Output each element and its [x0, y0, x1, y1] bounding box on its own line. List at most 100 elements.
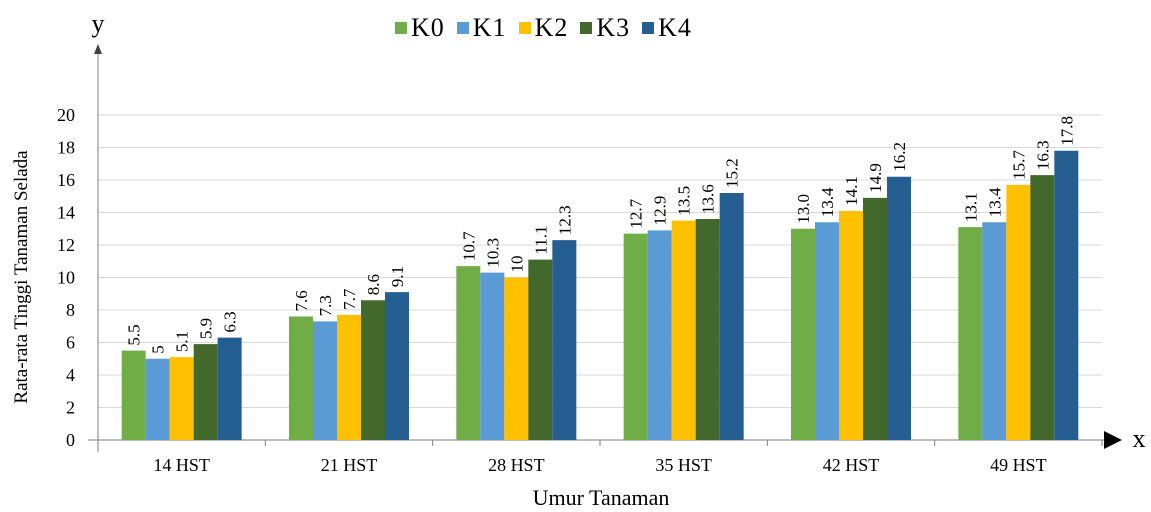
data-label: 12.7 [627, 198, 646, 228]
legend-swatch-k3 [580, 22, 593, 34]
data-label: 13.0 [794, 194, 813, 224]
data-label: 12.3 [555, 205, 574, 235]
data-label: 13.6 [699, 184, 718, 214]
legend-label-k3: K3 [596, 13, 631, 42]
y-tick-label: 12 [57, 235, 75, 255]
data-label: 13.1 [961, 192, 980, 222]
bar-k0 [456, 266, 481, 440]
legend-item-k0: K0 [395, 13, 445, 43]
data-label: 16.3 [1033, 140, 1052, 170]
bar-k1 [313, 321, 337, 440]
legend-item-k1: K1 [456, 13, 507, 43]
data-label: 13.5 [675, 186, 694, 216]
data-label: 7.3 [316, 295, 335, 316]
y-axis-title: Rata-rata Tinggi Tanaman Selada [11, 150, 32, 404]
legend-label-k2: K2 [534, 13, 569, 42]
data-label: 12.9 [651, 196, 670, 226]
bar-k1 [982, 222, 1007, 440]
data-label: 10 [507, 256, 526, 273]
x-tick-label: 42 HST [823, 455, 880, 475]
x-tick-label: 14 HST [153, 455, 210, 475]
legend-swatch-k1 [456, 22, 469, 34]
y-tick-label: 8 [66, 300, 75, 320]
bar-k0 [289, 316, 313, 440]
bar-k4 [217, 337, 242, 440]
data-label: 7.6 [292, 290, 311, 311]
legend-label-k1: K1 [472, 13, 507, 42]
bar-k1 [480, 272, 505, 440]
legend-swatch-k4 [642, 22, 655, 34]
data-label: 9.1 [388, 266, 407, 287]
data-label: 14.9 [866, 163, 885, 193]
bar-k3 [528, 259, 553, 440]
legend-item-k2: K2 [518, 13, 569, 43]
data-label: 15.7 [1009, 150, 1028, 180]
data-label: 10.7 [459, 231, 478, 261]
legend-swatch-k0 [395, 22, 407, 34]
bar-k3 [695, 219, 720, 440]
x-tick-label: 21 HST [321, 455, 378, 475]
bar-k2 [839, 210, 863, 440]
data-label: 17.8 [1057, 116, 1076, 146]
x-axis-title: Umur Tanaman [533, 485, 670, 510]
bar-k2 [1006, 184, 1031, 440]
y-tick-label: 6 [66, 333, 75, 353]
legend-item-k4: K4 [642, 13, 692, 43]
x-axis-letter: x [1133, 424, 1146, 453]
bar-k3 [1030, 175, 1055, 440]
bar-k2 [337, 314, 361, 440]
bar-k2 [504, 277, 529, 440]
legend-swatch-k2 [518, 22, 531, 34]
y-tick-label: 16 [57, 170, 75, 190]
y-axis-arrow-icon [94, 44, 102, 54]
x-axis-arrow-icon [1104, 431, 1122, 449]
legend-item-k3: K3 [580, 13, 630, 43]
y-tick-label: 4 [66, 365, 75, 385]
bar-k0 [791, 228, 815, 440]
data-label: 10.3 [483, 238, 502, 268]
bar-k4 [552, 240, 577, 440]
legend: K0 K1 K2 K3 K4 [395, 13, 692, 43]
data-label: 13.4 [985, 187, 1004, 217]
bar-k2 [671, 220, 696, 440]
x-tick-label: 35 HST [655, 455, 712, 475]
x-tick-label: 49 HST [990, 455, 1047, 475]
x-tick-label: 28 HST [488, 455, 545, 475]
data-label: 6.3 [221, 311, 240, 332]
data-label: 5.5 [125, 324, 144, 345]
y-tick-label: 18 [57, 138, 75, 158]
bar-k0 [121, 350, 146, 440]
data-label: 5.1 [173, 331, 192, 352]
bar-k0 [958, 227, 983, 440]
bar-k4 [719, 193, 744, 440]
bar-k3 [361, 300, 385, 440]
legend-label-k4: K4 [658, 13, 692, 42]
bar-k1 [647, 230, 672, 440]
bar-k0 [623, 233, 648, 440]
y-tick-label: 20 [57, 105, 75, 125]
data-label: 14.1 [842, 176, 861, 206]
y-tick-label: 14 [57, 203, 75, 223]
y-tick-label: 10 [57, 268, 75, 288]
bar-k1 [145, 358, 170, 440]
y-axis-letter: y [92, 9, 105, 38]
y-tick-label: 0 [66, 430, 75, 450]
data-label: 15.2 [723, 158, 742, 188]
data-label: 13.4 [818, 187, 837, 217]
bar-k4 [385, 292, 409, 440]
data-label: 8.6 [364, 274, 383, 295]
bar-k4 [887, 176, 911, 440]
data-label: 7.7 [340, 288, 359, 310]
bar-k3 [863, 197, 887, 440]
data-label: 11.1 [531, 226, 550, 255]
bar-k4 [1054, 150, 1079, 440]
data-label: 5.9 [197, 318, 216, 339]
bar-k2 [169, 357, 194, 440]
y-tick-label: 2 [66, 398, 75, 418]
data-label: 5 [149, 345, 168, 354]
bar-k3 [193, 344, 218, 440]
data-label: 16.2 [890, 142, 909, 172]
bar-k1 [815, 222, 839, 440]
legend-label-k0: K0 [411, 13, 445, 42]
